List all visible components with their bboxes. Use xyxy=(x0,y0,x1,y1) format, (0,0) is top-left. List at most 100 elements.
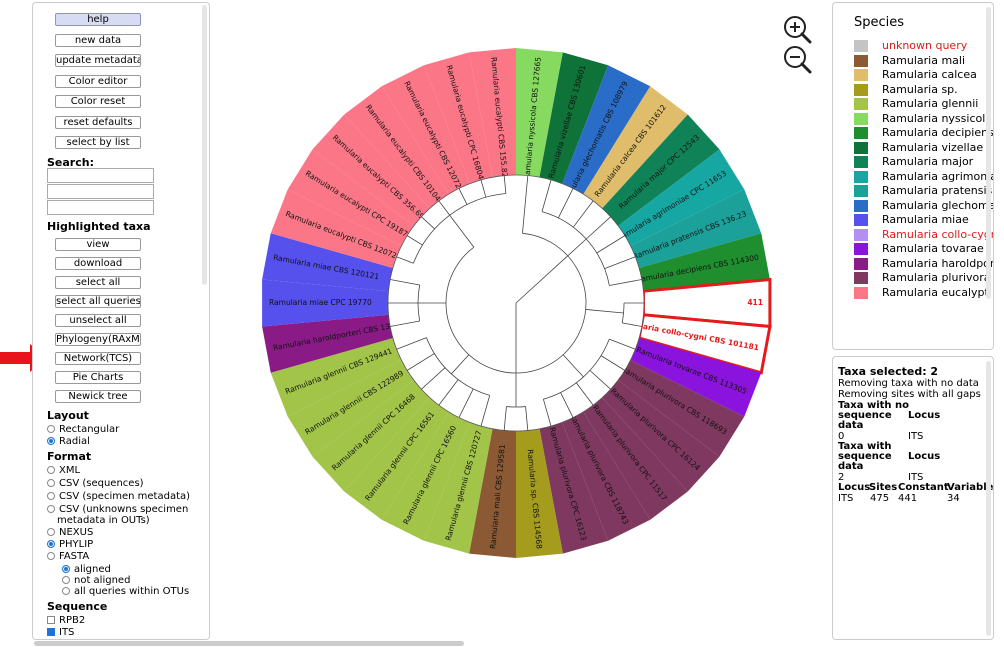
search-input-2[interactable] xyxy=(47,184,154,199)
no-data-heading-1: Taxa with no xyxy=(838,400,909,411)
format-phylip-radio[interactable]: PHYLIP xyxy=(47,539,93,550)
tip-sector[interactable] xyxy=(469,48,516,178)
legend-label: unknown query xyxy=(882,39,968,52)
legend-item[interactable]: Ramularia major xyxy=(854,155,973,168)
legend-label: Ramularia major xyxy=(882,155,974,168)
color-reset-button[interactable]: Color reset xyxy=(55,95,141,108)
tip-sector[interactable] xyxy=(602,114,720,226)
search-input-1[interactable] xyxy=(47,168,154,183)
format-csv-unknowns-radio[interactable]: CSV (unknowns specimen xyxy=(47,504,188,515)
legend-item[interactable]: Ramularia calcea xyxy=(854,68,977,81)
view-button[interactable]: view xyxy=(55,238,141,251)
reset-defaults-button[interactable]: reset defaults xyxy=(55,116,141,129)
tip-sector[interactable] xyxy=(312,380,430,492)
legend-scrollbar[interactable] xyxy=(986,7,991,299)
tip-sector[interactable] xyxy=(270,338,402,417)
legend-item[interactable]: Ramularia nyssicola xyxy=(854,112,992,125)
layout-radial-radio[interactable]: Radial xyxy=(47,436,90,447)
tip-sector[interactable] xyxy=(630,189,762,268)
legend-item[interactable]: Ramularia pratensis xyxy=(854,184,992,197)
tip-sector[interactable] xyxy=(270,189,402,268)
sequence-its-checkbox[interactable]: ITS xyxy=(47,627,74,638)
tip-sector[interactable] xyxy=(381,411,470,541)
zoom-in-icon[interactable] xyxy=(782,14,812,44)
legend-swatch xyxy=(854,40,868,52)
download-button[interactable]: download xyxy=(55,257,141,270)
legend-item[interactable]: Ramularia glennii xyxy=(854,97,978,110)
phylogeny-raxml-button[interactable]: Phylogeny(RAxML) xyxy=(55,333,141,346)
select-by-list-button[interactable]: select by list xyxy=(55,136,141,149)
color-editor-button[interactable]: Color editor xyxy=(55,75,141,88)
search-input-3[interactable] xyxy=(47,200,154,215)
unselect-all-button[interactable]: unselect all xyxy=(55,314,141,327)
sequence-rpb2-checkbox[interactable]: RPB2 xyxy=(47,615,85,626)
tip-sector[interactable] xyxy=(344,86,449,209)
legend-item[interactable]: Ramularia miae xyxy=(854,213,969,226)
layout-rectangular-radio[interactable]: Rectangular xyxy=(47,424,119,435)
col-locus: Locus xyxy=(838,482,871,493)
legend-item[interactable]: Ramularia agrimoniae xyxy=(854,170,993,183)
tip-sector[interactable] xyxy=(262,314,393,373)
tip-sector[interactable] xyxy=(583,86,688,209)
tip-sector[interactable] xyxy=(539,52,609,184)
tip-sector[interactable] xyxy=(262,279,389,327)
tip-sector[interactable] xyxy=(583,397,688,520)
format-nexus-radio[interactable]: NEXUS xyxy=(47,527,93,538)
tip-sector[interactable] xyxy=(618,149,745,246)
fasta-not-aligned-radio[interactable]: not aligned xyxy=(62,575,130,586)
help-button[interactable]: help xyxy=(55,13,141,26)
format-csv-sequences-radio[interactable]: CSV (sequences) xyxy=(47,478,144,489)
tip-sector[interactable] xyxy=(516,428,563,558)
legend-item[interactable]: Ramularia tovarae xyxy=(854,242,984,255)
tip-sector[interactable] xyxy=(344,397,449,520)
legend-item[interactable]: Ramularia haroldporteri xyxy=(854,257,993,270)
tip-sector[interactable] xyxy=(312,114,430,226)
tip-sector[interactable] xyxy=(516,48,563,178)
fasta-all-queries-radio[interactable]: all queries within OTUs xyxy=(62,586,189,597)
legend-item[interactable]: Ramularia eucalypti xyxy=(854,286,992,299)
format-xml-radio[interactable]: XML xyxy=(47,465,80,476)
tip-sector[interactable] xyxy=(381,65,470,195)
legend-swatch xyxy=(854,185,868,197)
legend-item[interactable]: Ramularia vizellae xyxy=(854,141,983,154)
legend-item[interactable]: Ramularia sp. xyxy=(854,83,958,96)
locus-heading-2: Locus xyxy=(908,451,941,462)
tip-sector[interactable] xyxy=(262,233,393,292)
tip-sector[interactable] xyxy=(287,149,414,246)
taxa-selected-text: Taxa selected: 2 xyxy=(838,365,939,378)
left-panel-scrollbar[interactable] xyxy=(202,5,207,285)
update-metadata-button[interactable]: update metadata xyxy=(55,54,141,67)
legend-item[interactable]: Ramularia plurivora xyxy=(854,271,991,284)
pie-charts-button[interactable]: Pie Charts xyxy=(55,371,141,384)
horizontal-scrollbar[interactable] xyxy=(34,641,464,646)
legend-item[interactable]: Ramularia mali xyxy=(854,54,965,67)
legend-item[interactable]: Ramularia glechomatis xyxy=(854,199,993,212)
tip-sector[interactable] xyxy=(630,338,762,417)
legend-swatch xyxy=(854,214,868,226)
zoom-out-icon[interactable] xyxy=(782,44,812,74)
tip-sector[interactable] xyxy=(618,360,745,457)
select-all-button[interactable]: select all xyxy=(55,276,141,289)
tip-sector[interactable] xyxy=(562,65,651,195)
tip-sector[interactable] xyxy=(539,422,609,554)
legend-item[interactable]: unknown query xyxy=(854,39,967,52)
tip-sector[interactable] xyxy=(423,422,493,554)
format-fasta-radio[interactable]: FASTA xyxy=(47,551,89,562)
select-all-queries-button[interactable]: select all queries xyxy=(55,295,141,308)
format-csv-specimen-radio[interactable]: CSV (specimen metadata) xyxy=(47,491,190,502)
fasta-aligned-radio[interactable]: aligned xyxy=(62,564,111,575)
legend-label: Ramularia nyssicola xyxy=(882,111,993,125)
newick-tree-button[interactable]: Newick tree xyxy=(55,390,141,403)
tip-sector[interactable] xyxy=(562,411,651,541)
tip-sector[interactable] xyxy=(602,380,720,492)
legend-item[interactable]: Ramularia decipiens xyxy=(854,126,993,139)
tip-sector[interactable] xyxy=(639,233,770,292)
network-tcs-button[interactable]: Network(TCS) xyxy=(55,352,141,365)
new-data-button[interactable]: new data xyxy=(55,34,141,47)
legend-item[interactable]: Ramularia collo-cygni xyxy=(854,228,993,241)
no-data-locus: ITS xyxy=(908,431,924,442)
tip-sector[interactable] xyxy=(423,52,493,184)
tip-sector[interactable] xyxy=(469,428,516,558)
tip-sector[interactable] xyxy=(287,360,414,457)
info-scrollbar[interactable] xyxy=(986,361,991,636)
